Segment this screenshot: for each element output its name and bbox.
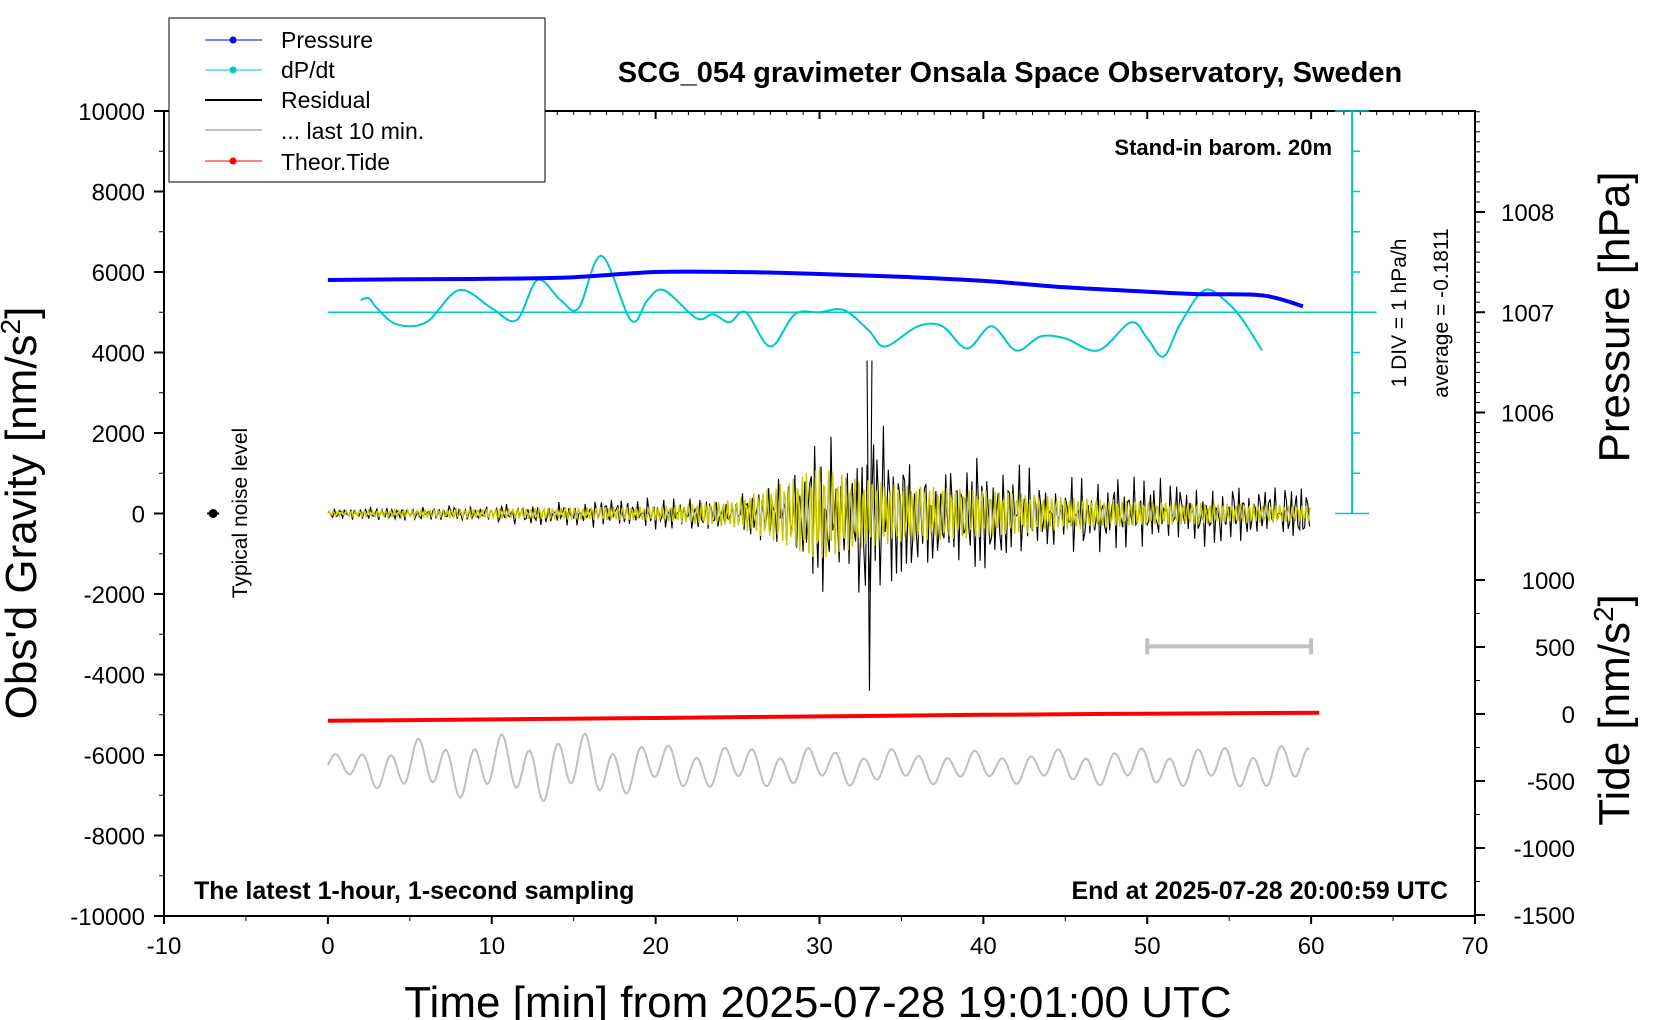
tide-tick-label: 500 (1535, 635, 1575, 662)
x-tick-label: 0 (321, 933, 334, 960)
average-label: average = -0.1811 (1430, 228, 1453, 398)
y-tick-label: 4000 (92, 341, 145, 368)
x-tick-label: -10 (147, 933, 182, 960)
last10-line (326, 732, 1310, 802)
legend-entry-residual: Residual (205, 87, 371, 113)
tide-tick-label: -1000 (1514, 836, 1575, 863)
legend-entry-last10: ... last 10 min. (205, 118, 424, 144)
y-tick-label: -2000 (84, 582, 145, 609)
y-tick-label: -10000 (70, 904, 145, 931)
y-axis-title-main: Obs'd Gravity [nm/s (0, 334, 46, 719)
residual-spike (866, 360, 873, 691)
legend-label-dpdt: dP/dt (281, 57, 335, 83)
legend-entry-tide: Theor.Tide (205, 149, 390, 175)
legend-marker-dpdt (229, 66, 237, 74)
latest-note: The latest 1-hour, 1-second sampling (194, 877, 634, 905)
y-tick-label: -6000 (84, 743, 145, 770)
y-tick-label: -8000 (84, 824, 145, 851)
legend: Pressure dP/dt Residual ... last 10 min.… (168, 17, 546, 183)
tide-axis-title-sup: 2 (1588, 606, 1619, 622)
y-tick-label: 2000 (92, 421, 145, 448)
legend-label-residual: Residual (281, 87, 371, 113)
y-axis-title: Obs'd Gravity [nm/s2] (0, 307, 46, 720)
x-tick-label: 50 (1134, 933, 1161, 960)
tide-axis-title-close: ] (1590, 594, 1639, 606)
tide-axis-title: Tide [nm/s2] (1588, 594, 1639, 826)
legend-marker-tide (229, 157, 237, 165)
pressure-tick-label: 1007 (1501, 300, 1554, 327)
series-layer (207, 110, 1377, 802)
tide-tick-label: 0 (1562, 702, 1575, 729)
legend-entry-pressure: Pressure (205, 27, 373, 53)
noise-label: Typical noise level (229, 428, 252, 598)
tide-tick-label: -1500 (1514, 903, 1575, 930)
y-axis-title-sup: 2 (0, 319, 26, 335)
pressure-tick-label: 1008 (1501, 200, 1554, 227)
y-tick-label: 0 (132, 502, 145, 529)
y-tick-label: -4000 (84, 663, 145, 690)
tide-tick-label: 1000 (1522, 568, 1575, 595)
tide-axis-title-main: Tide [nm/s (1590, 622, 1639, 826)
div-label: 1 DIV = 1 hPa/h (1388, 239, 1411, 388)
y-tick-label: 8000 (92, 180, 145, 207)
chart-title: SCG_054 gravimeter Onsala Space Observat… (618, 57, 1402, 89)
legend-label-tide: Theor.Tide (281, 149, 390, 175)
tide-tick-label: -500 (1527, 769, 1575, 796)
noise-level-point (208, 509, 218, 518)
legend-label-last10: ... last 10 min. (281, 118, 424, 144)
pressure-line (327, 269, 1304, 309)
y-axis-title-close: ] (0, 307, 46, 319)
barometer-note: Stand-in barom. 20m (1114, 135, 1332, 160)
pressure-axis-title: Pressure [hPa] (1590, 171, 1639, 462)
x-tick-label: 40 (970, 933, 997, 960)
x-tick-label: 30 (806, 933, 833, 960)
legend-marker-pressure (229, 36, 237, 44)
y-tick-label: 10000 (78, 99, 145, 126)
pressure-tick-label: 1006 (1501, 401, 1554, 428)
x-tick-label: 60 (1298, 933, 1325, 960)
legend-label-pressure: Pressure (281, 27, 373, 53)
x-tick-label: 20 (642, 933, 669, 960)
ticks-layer: -10 0 10 20 30 40 50 60 701000080006000400020000… (70, 99, 1575, 960)
filtered-overlay-line (327, 467, 1312, 559)
end-time-note: End at 2025-07-28 20:00:59 UTC (1071, 877, 1448, 905)
dpdt-line (360, 254, 1263, 358)
y-tick-label: 6000 (92, 260, 145, 287)
x-tick-label: 70 (1462, 933, 1489, 960)
x-axis-title: Time [min] from 2025-07-28 19:01:00 UTC (404, 978, 1231, 1020)
x-tick-label: 10 (478, 933, 505, 960)
legend-entry-dpdt: dP/dt (205, 57, 335, 83)
tide-line (327, 710, 1320, 723)
